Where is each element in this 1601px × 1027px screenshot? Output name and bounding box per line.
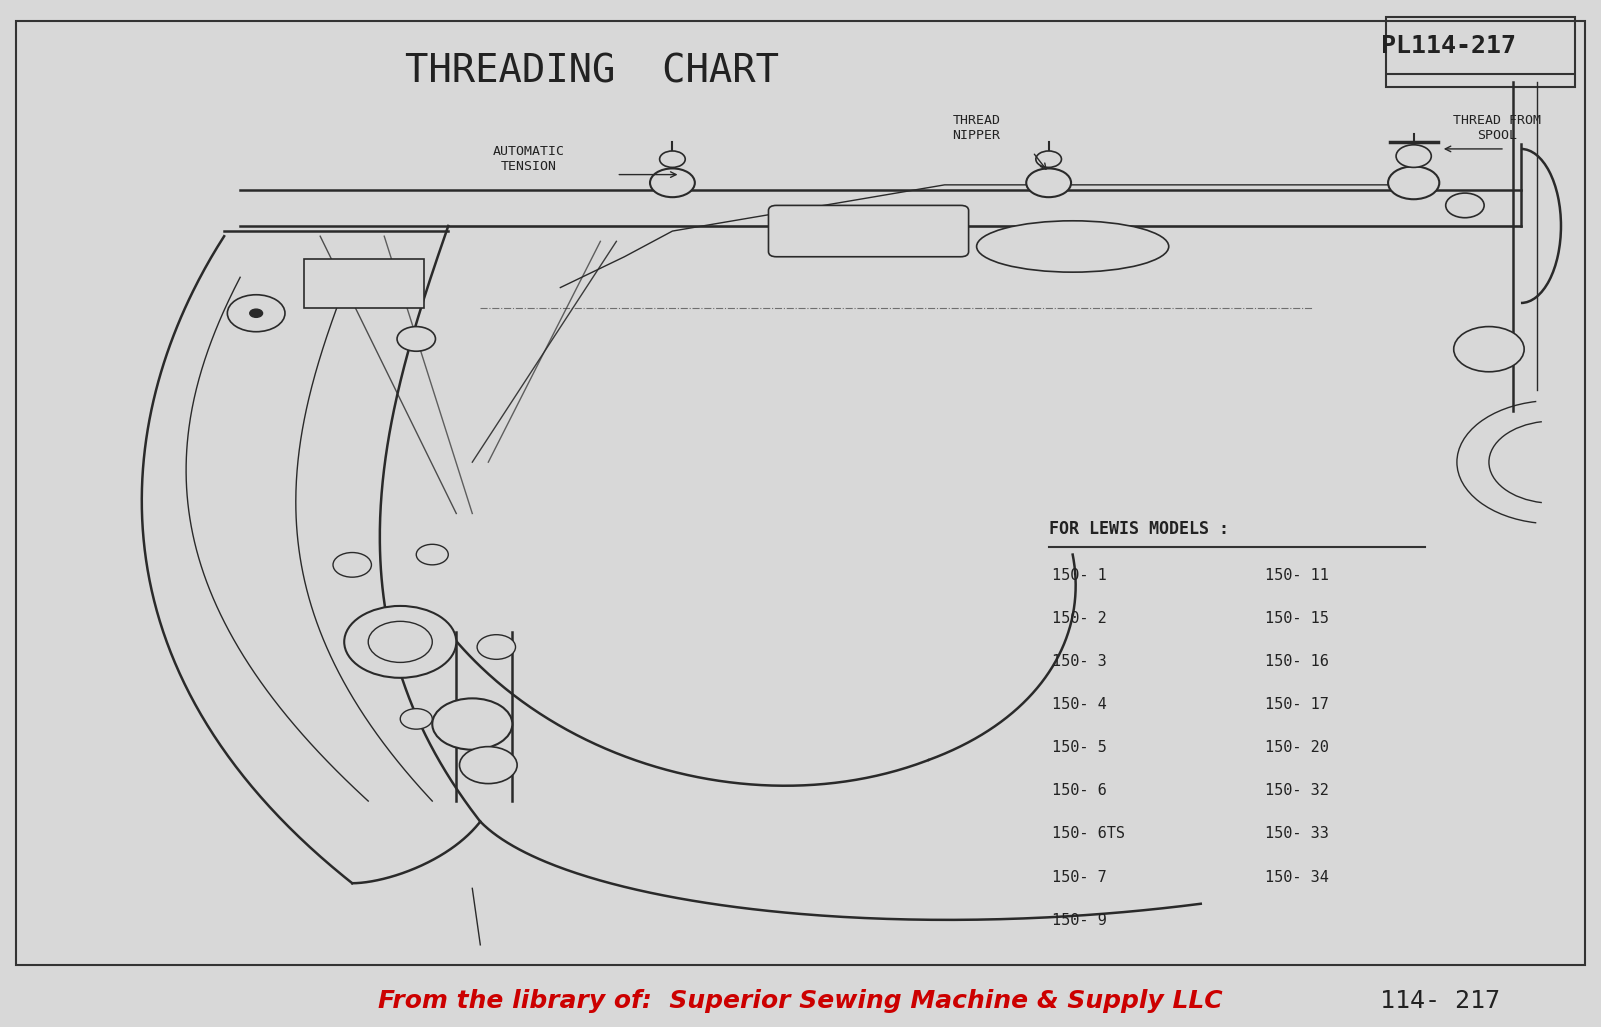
Text: 150- 4: 150- 4: [1052, 697, 1106, 712]
Ellipse shape: [977, 221, 1169, 272]
Text: 150- 1: 150- 1: [1052, 568, 1106, 582]
Text: THREADING  CHART: THREADING CHART: [405, 52, 780, 91]
Circle shape: [1454, 327, 1524, 372]
Text: FOR LEWIS MODELS :: FOR LEWIS MODELS :: [1049, 520, 1228, 538]
Circle shape: [477, 635, 516, 659]
Circle shape: [1388, 166, 1439, 199]
Text: 150- 7: 150- 7: [1052, 870, 1106, 884]
Text: 150- 3: 150- 3: [1052, 654, 1106, 669]
FancyBboxPatch shape: [768, 205, 969, 257]
Circle shape: [333, 553, 371, 577]
Circle shape: [416, 544, 448, 565]
Text: 150- 6TS: 150- 6TS: [1052, 827, 1126, 841]
Text: 150- 9: 150- 9: [1052, 913, 1106, 927]
Circle shape: [459, 747, 517, 784]
Circle shape: [397, 327, 435, 351]
Text: 150- 15: 150- 15: [1265, 611, 1329, 625]
Bar: [304, 259, 424, 308]
Text: 150- 6: 150- 6: [1052, 784, 1106, 798]
Circle shape: [1036, 151, 1061, 167]
Circle shape: [250, 309, 263, 317]
Circle shape: [660, 151, 685, 167]
Text: 150- 16: 150- 16: [1265, 654, 1329, 669]
Circle shape: [400, 709, 432, 729]
Text: 150- 32: 150- 32: [1265, 784, 1329, 798]
Circle shape: [368, 621, 432, 662]
Text: 150- 5: 150- 5: [1052, 740, 1106, 755]
Circle shape: [1026, 168, 1071, 197]
Text: THREAD
NIPPER: THREAD NIPPER: [953, 114, 1001, 143]
Text: 150- 2: 150- 2: [1052, 611, 1106, 625]
Text: 114- 217: 114- 217: [1380, 989, 1500, 1014]
Text: From the library of:  Superior Sewing Machine & Supply LLC: From the library of: Superior Sewing Mac…: [378, 989, 1223, 1014]
Circle shape: [344, 606, 456, 678]
Circle shape: [1446, 193, 1484, 218]
Text: THREAD FROM
SPOOL: THREAD FROM SPOOL: [1454, 114, 1540, 143]
Text: 150- 20: 150- 20: [1265, 740, 1329, 755]
Circle shape: [432, 698, 512, 750]
Text: 150- 33: 150- 33: [1265, 827, 1329, 841]
Text: 150- 17: 150- 17: [1265, 697, 1329, 712]
Text: PL114-217: PL114-217: [1382, 34, 1516, 59]
Circle shape: [650, 168, 695, 197]
Text: AUTOMATIC
TENSION: AUTOMATIC TENSION: [493, 145, 564, 174]
Circle shape: [227, 295, 285, 332]
Circle shape: [1396, 145, 1431, 167]
Text: 150- 34: 150- 34: [1265, 870, 1329, 884]
Text: 150- 11: 150- 11: [1265, 568, 1329, 582]
